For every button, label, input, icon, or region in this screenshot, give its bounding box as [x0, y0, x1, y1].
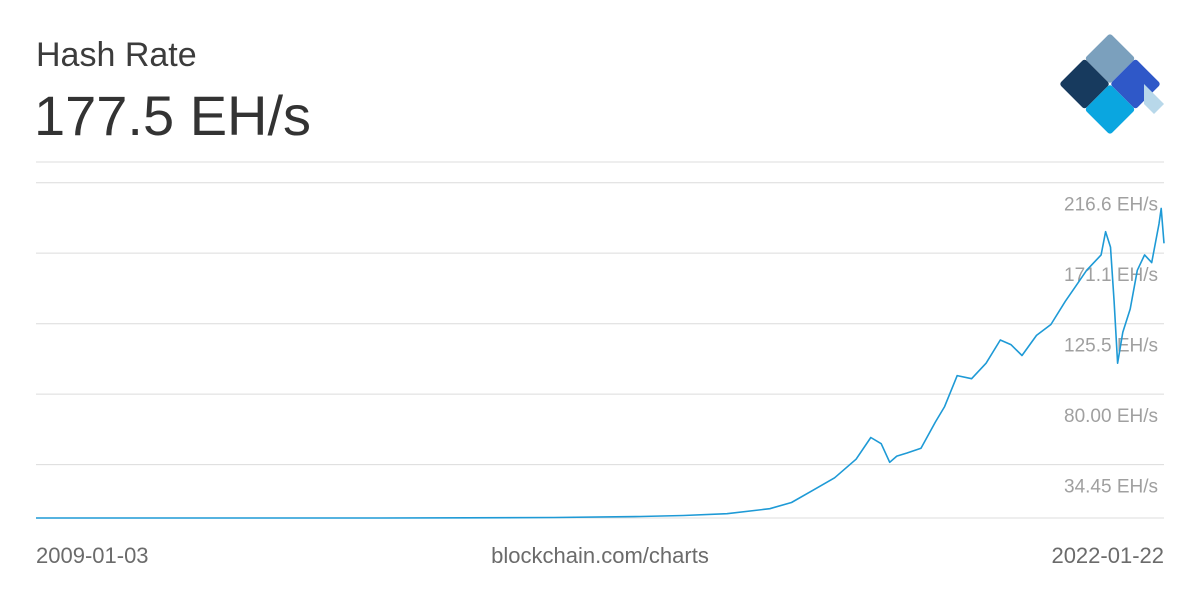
y-tick-label: 216.6 EH/s [1064, 195, 1158, 216]
blockchain-logo-icon [1060, 34, 1164, 134]
source-label: blockchain.com/charts [491, 543, 709, 568]
hash-rate-line [36, 207, 1165, 519]
grid-lines [36, 161, 1164, 519]
start-date-label: 2009-01-03 [36, 543, 149, 568]
current-value: 177.5 EH/s [34, 84, 312, 147]
y-tick-label: 80.00 EH/s [1064, 406, 1158, 427]
chart-title: Hash Rate [36, 36, 197, 74]
y-tick-label: 125.5 EH/s [1064, 336, 1158, 357]
end-date-label: 2022-01-22 [1051, 543, 1164, 568]
y-tick-label: 34.45 EH/s [1064, 477, 1158, 498]
